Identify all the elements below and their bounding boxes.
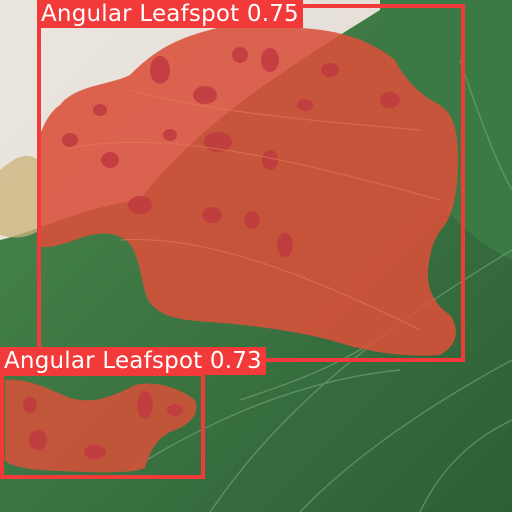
mask-veins-1 — [59, 89, 441, 331]
leaf-veins — [129, 59, 512, 512]
detection-box-1 — [37, 4, 465, 362]
lesion-spots-1 — [62, 47, 400, 257]
segmentation-mask-1 — [38, 24, 458, 356]
detection-label-1: Angular Leafspot 0.75 — [37, 0, 303, 28]
dry-leaf-edge — [0, 155, 40, 238]
detection-box-2 — [0, 372, 205, 479]
detection-label-2: Angular Leafspot 0.73 — [0, 347, 266, 375]
lesion-spots-2 — [23, 391, 183, 459]
